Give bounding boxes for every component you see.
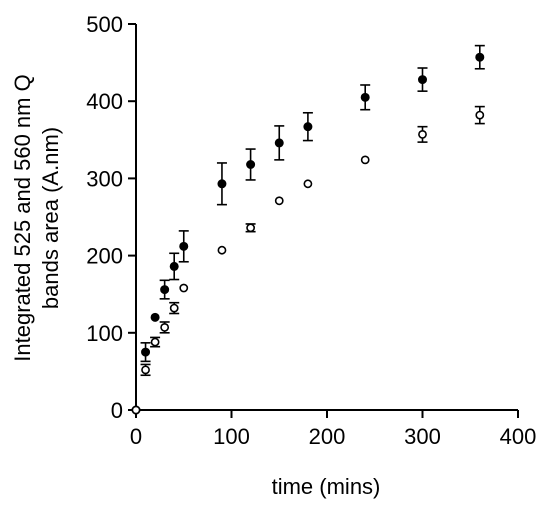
y-tick-label: 500	[86, 12, 123, 37]
y-tick-label: 100	[86, 321, 123, 346]
filled-data-point	[475, 52, 485, 62]
open-data-point	[150, 337, 160, 347]
y-tick-labels: 0 100 200 300 400 500	[86, 12, 123, 423]
y-axis	[128, 23, 137, 411]
open-data-point	[160, 322, 170, 332]
open-data-point	[303, 179, 313, 189]
filled-data-point	[303, 122, 313, 132]
filled-data-point	[360, 92, 370, 102]
series-1	[131, 44, 485, 415]
y-tick-label: 200	[86, 244, 123, 269]
filled-data-point	[246, 160, 256, 170]
filled-data-point	[141, 347, 151, 357]
filled-data-point	[217, 179, 227, 189]
filled-data-point	[169, 261, 179, 271]
series-layer	[131, 44, 485, 415]
filled-data-point	[418, 75, 427, 85]
y-tick-label: 300	[86, 166, 123, 191]
x-tick-labels: 0 100 200 300 400	[130, 424, 536, 449]
open-data-point	[418, 129, 427, 139]
y-axis-title-line-2: bands area (A.nm)	[38, 127, 63, 309]
open-data-point	[131, 405, 141, 415]
y-tick-label: 0	[111, 398, 123, 423]
open-data-point	[141, 365, 150, 375]
y-axis-title-line-1: Integrated 525 and 560 nm Q	[10, 74, 35, 361]
x-tick-label: 200	[309, 424, 346, 449]
filled-data-point	[150, 312, 160, 322]
open-data-point	[217, 245, 227, 255]
filled-data-point	[160, 285, 170, 295]
x-tick-label: 400	[500, 424, 537, 449]
open-data-point	[169, 303, 179, 313]
series-2	[131, 105, 485, 415]
y-tick-label: 400	[86, 89, 123, 114]
open-data-point	[179, 283, 189, 293]
x-axis-title: time (mins)	[272, 474, 381, 499]
x-tick-label: 300	[404, 424, 441, 449]
open-data-point	[475, 110, 485, 120]
x-axis	[135, 409, 519, 418]
x-tick-label: 100	[213, 424, 250, 449]
open-data-point	[360, 155, 370, 165]
x-tick-label: 0	[130, 424, 142, 449]
filled-data-point	[179, 241, 189, 251]
filled-data-point	[274, 138, 284, 148]
open-data-point	[274, 196, 284, 206]
open-data-point	[246, 223, 255, 233]
